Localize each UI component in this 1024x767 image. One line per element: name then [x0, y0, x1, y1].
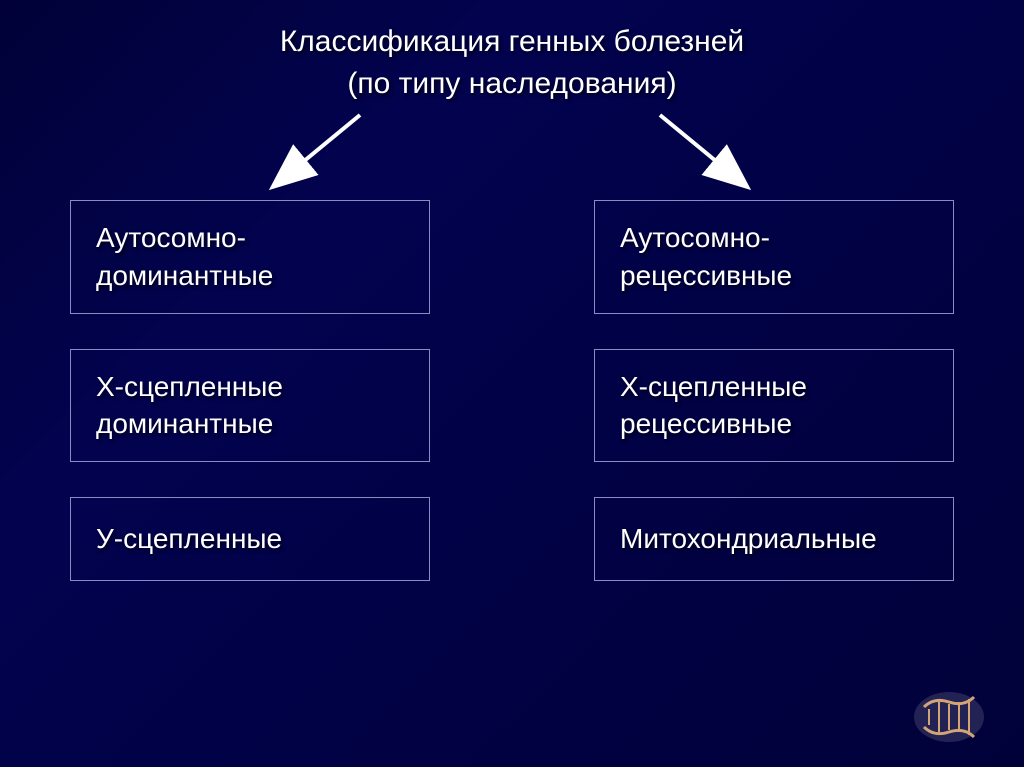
box-text-line2: доминантные — [96, 257, 404, 295]
left-column: Аутосомно- доминантные Х-сцепленные доми… — [70, 200, 430, 581]
box-text-line1: Х-сцепленные — [96, 368, 404, 406]
box-x-linked-recessive: Х-сцепленные рецессивные — [594, 349, 954, 463]
box-text-line2: рецессивные — [620, 405, 928, 443]
box-text-line1: Аутосомно- — [96, 219, 404, 257]
title-line2: (по типу наследования) — [0, 67, 1024, 101]
box-text-line2: доминантные — [96, 405, 404, 443]
columns-container: Аутосомно- доминантные Х-сцепленные доми… — [0, 200, 1024, 581]
box-text-line1: У-сцепленные — [96, 520, 404, 558]
box-mitochondrial: Митохондриальные — [594, 497, 954, 581]
box-text-line1: Аутосомно- — [620, 219, 928, 257]
box-autosomal-recessive: Аутосомно- рецессивные — [594, 200, 954, 314]
box-text-line1: Митохондриальные — [620, 520, 928, 558]
right-column: Аутосомно- рецессивные Х-сцепленные реце… — [594, 200, 954, 581]
box-x-linked-dominant: Х-сцепленные доминантные — [70, 349, 430, 463]
box-text-line2: рецессивные — [620, 257, 928, 295]
box-y-linked: У-сцепленные — [70, 497, 430, 581]
box-text-line1: Х-сцепленные — [620, 368, 928, 406]
arrow-left-icon — [260, 110, 380, 200]
box-autosomal-dominant: Аутосомно- доминантные — [70, 200, 430, 314]
title-line1: Классификация генных болезней — [0, 25, 1024, 59]
arrow-right-icon — [640, 110, 760, 200]
dna-icon — [904, 677, 999, 752]
title-container: Классификация генных болезней (по типу н… — [0, 0, 1024, 101]
